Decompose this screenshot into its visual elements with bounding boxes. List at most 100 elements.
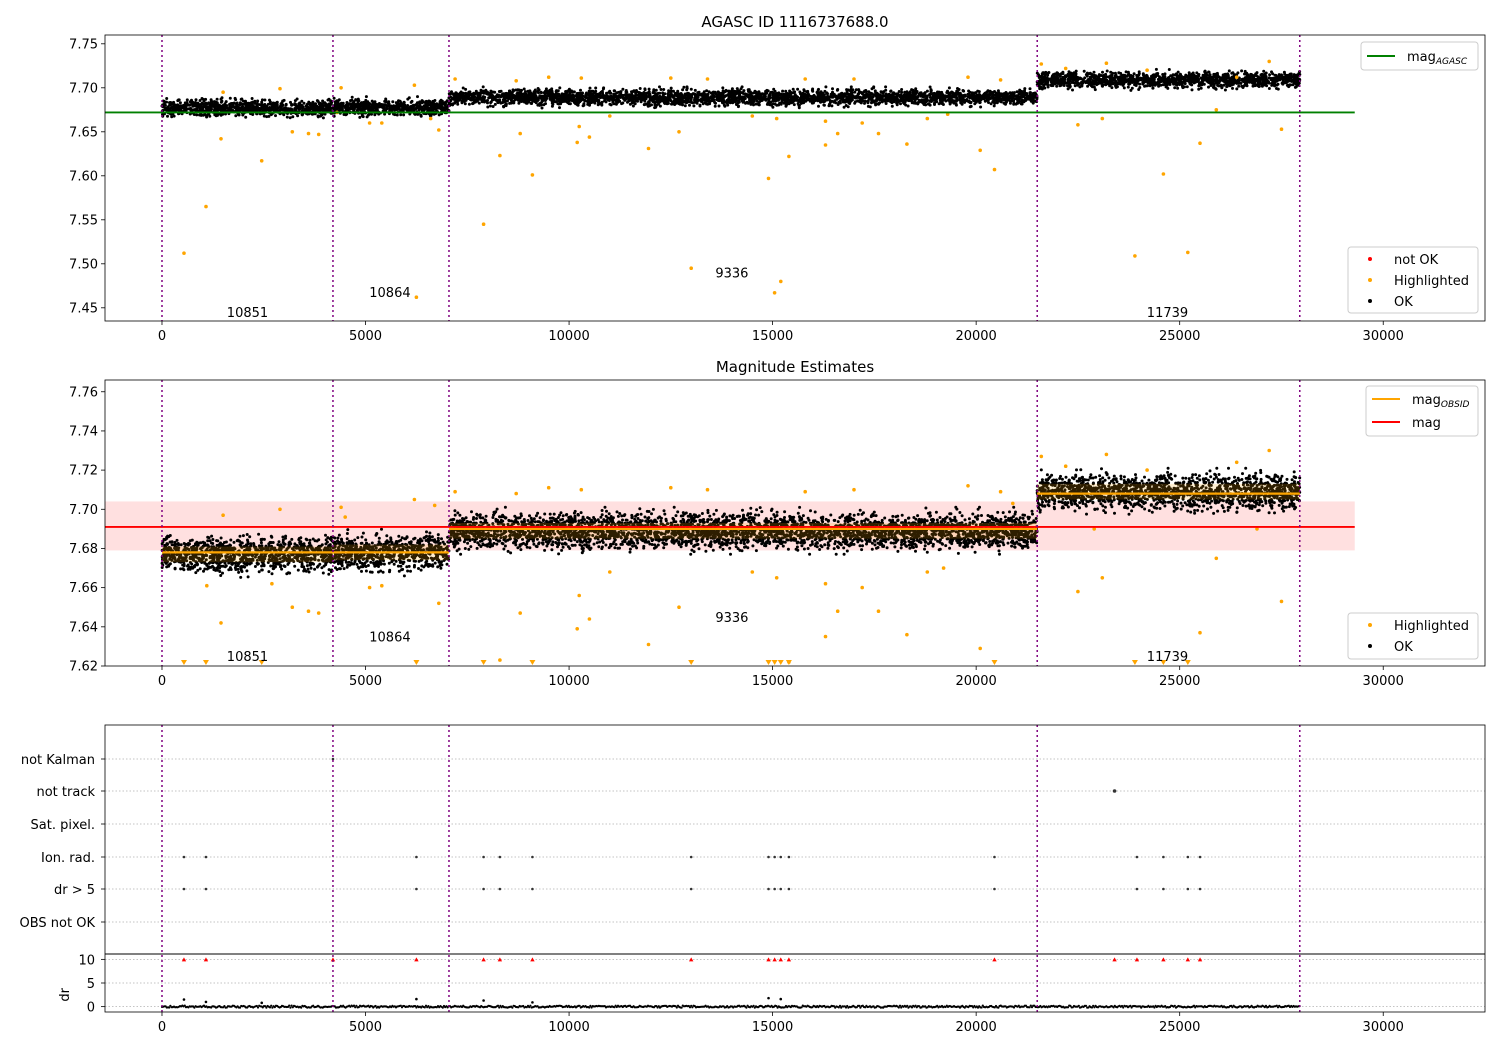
ok-point: [528, 93, 532, 97]
ok-point: [818, 91, 822, 95]
ok-point: [696, 95, 700, 99]
ok-point: [900, 90, 904, 94]
ok-point: [916, 102, 920, 106]
ok-point: [612, 102, 616, 106]
ok-point: [647, 101, 651, 105]
ok-point: [1020, 100, 1024, 104]
ok-point: [827, 104, 831, 108]
ok-point: [318, 108, 322, 112]
ok-point: [950, 98, 954, 102]
ok-point: [747, 88, 751, 92]
ok-point: [285, 115, 289, 119]
ok-point: [261, 105, 265, 109]
ok-point: [266, 108, 270, 112]
ok-point: [483, 95, 486, 99]
ok-point: [972, 92, 976, 96]
ok-point: [576, 98, 580, 102]
ok-point: [398, 99, 402, 103]
ok-point: [260, 100, 264, 104]
ok-point: [251, 100, 255, 104]
ok-point: [377, 102, 381, 105]
ok-point: [642, 103, 646, 107]
ok-point: [262, 114, 266, 118]
ok-point: [1020, 93, 1023, 97]
ok-point: [503, 100, 507, 104]
ok-point: [705, 89, 709, 93]
ok-point: [486, 91, 490, 95]
ok-point: [327, 102, 331, 106]
ok-point: [502, 105, 506, 109]
ok-point: [513, 98, 517, 102]
ok-point: [337, 98, 341, 102]
ok-point: [395, 113, 399, 117]
ok-point: [656, 100, 660, 104]
ok-point: [211, 100, 214, 104]
ok-point: [1025, 92, 1029, 95]
ok-point: [934, 98, 938, 102]
ok-point: [163, 103, 167, 107]
ok-point: [801, 98, 805, 102]
ok-point: [961, 100, 965, 104]
ok-point: [954, 99, 957, 103]
ok-point: [825, 91, 829, 95]
ok-point: [771, 105, 775, 109]
ok-point: [291, 115, 295, 119]
ok-point: [549, 97, 553, 100]
ok-point: [582, 102, 586, 106]
ok-point: [915, 97, 919, 100]
ok-point: [402, 113, 406, 117]
ok-point: [923, 91, 927, 95]
ok-point: [640, 93, 644, 97]
ok-point: [669, 86, 673, 90]
ok-point: [954, 95, 958, 99]
ok-point: [544, 87, 548, 91]
ok-point: [503, 97, 507, 101]
ok-point: [631, 90, 635, 93]
ok-point: [493, 102, 497, 106]
ok-point: [773, 95, 777, 99]
ok-point: [1020, 95, 1023, 99]
ok-point: [443, 102, 447, 106]
ok-point: [475, 91, 479, 95]
ok-point: [854, 88, 858, 92]
ok-point: [633, 96, 637, 100]
ok-point: [1006, 96, 1010, 100]
ok-point: [300, 106, 304, 110]
ok-point: [558, 101, 562, 104]
ok-point: [364, 100, 368, 104]
ok-point: [177, 108, 181, 112]
ok-point: [982, 97, 986, 101]
ok-point: [427, 99, 431, 103]
ok-point: [832, 100, 836, 104]
ok-point: [455, 100, 459, 104]
ok-point: [585, 91, 588, 95]
ok-point: [528, 97, 531, 100]
ok-point: [572, 90, 576, 94]
ok-point: [655, 97, 659, 101]
ok-point: [379, 105, 383, 109]
ok-point: [774, 99, 778, 103]
ok-point: [551, 102, 555, 106]
ok-point: [794, 98, 798, 102]
ok-point: [903, 95, 907, 99]
ok-point: [1243, 72, 1246, 76]
ok-point: [240, 102, 244, 106]
ok-point: [987, 98, 991, 101]
ok-point: [171, 106, 174, 109]
ok-point: [654, 88, 658, 92]
ok-point: [571, 93, 574, 97]
ok-point: [912, 101, 916, 105]
ok-point: [724, 94, 728, 98]
chart-title: AGASC ID 1116737688.0: [701, 13, 888, 31]
ok-point: [532, 92, 536, 96]
ok-point: [928, 85, 932, 89]
ok-point: [516, 91, 519, 95]
ok-point: [1024, 98, 1028, 101]
ok-point: [740, 99, 744, 103]
ok-point: [920, 98, 924, 102]
ok-point: [349, 105, 353, 109]
ok-point: [174, 106, 178, 110]
ok-point: [407, 96, 411, 100]
ok-point: [345, 112, 349, 116]
ok-point: [317, 102, 321, 106]
